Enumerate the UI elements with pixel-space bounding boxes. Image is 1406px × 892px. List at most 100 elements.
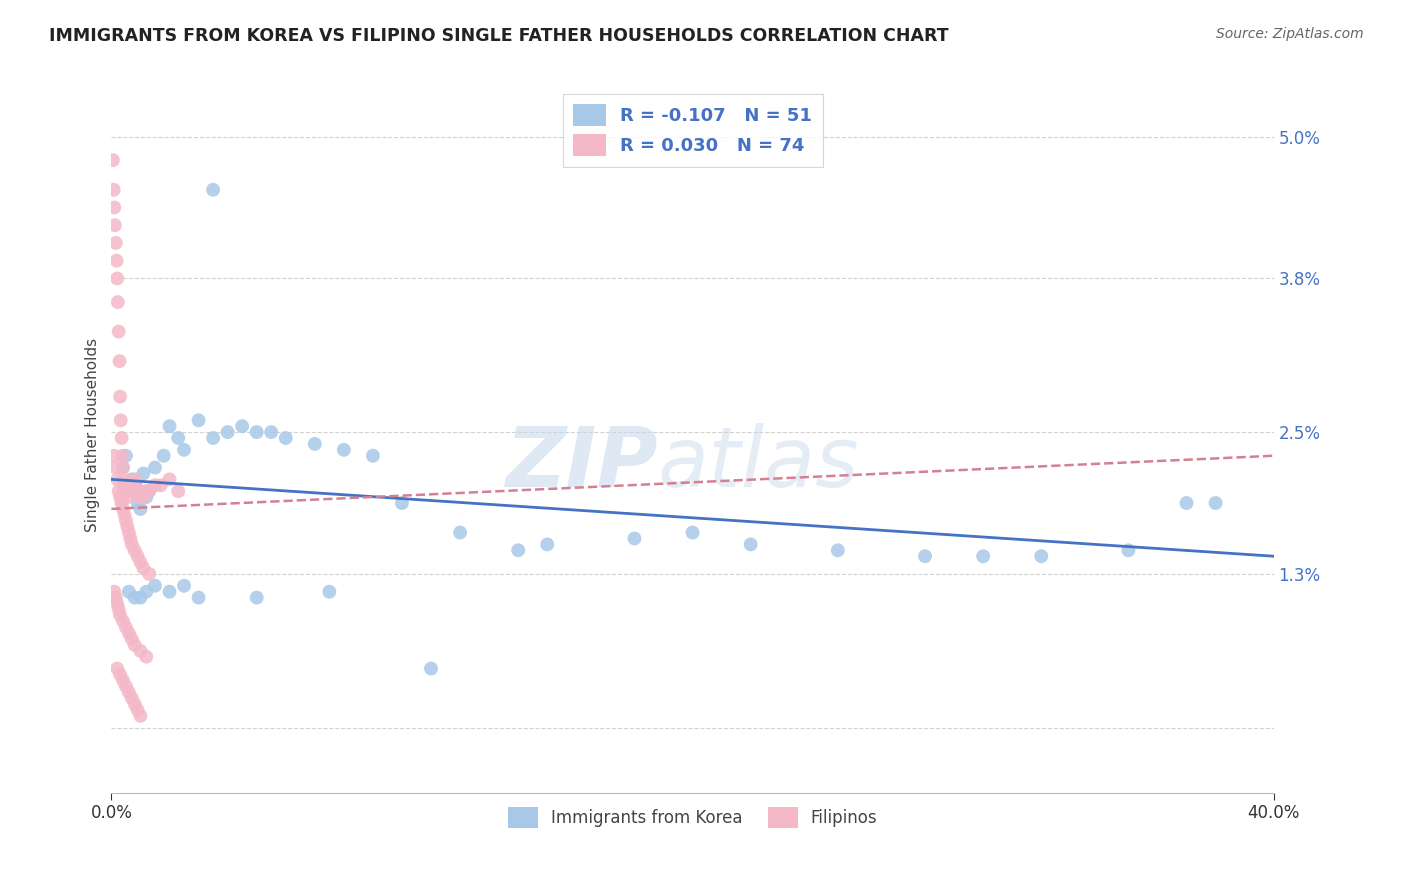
Point <box>115 484 138 499</box>
Point <box>159 584 181 599</box>
Point <box>124 472 146 486</box>
Point <box>914 549 936 564</box>
Point <box>508 543 530 558</box>
Point <box>138 566 160 581</box>
Point <box>114 508 136 522</box>
Point <box>129 555 152 569</box>
Point <box>129 708 152 723</box>
Point <box>118 525 141 540</box>
Point <box>121 632 143 646</box>
Point <box>143 460 166 475</box>
Text: atlas: atlas <box>658 423 859 504</box>
Text: IMMIGRANTS FROM KOREA VS FILIPINO SINGLE FATHER HOUSEHOLDS CORRELATION CHART: IMMIGRANTS FROM KOREA VS FILIPINO SINGLE… <box>49 27 949 45</box>
Point <box>127 703 149 717</box>
Point <box>135 490 157 504</box>
Point <box>246 591 269 605</box>
Point <box>128 490 150 504</box>
Point <box>118 484 141 499</box>
Text: Source: ZipAtlas.com: Source: ZipAtlas.com <box>1216 27 1364 41</box>
Point <box>159 419 181 434</box>
Point <box>135 649 157 664</box>
Point <box>112 502 135 516</box>
Point <box>121 691 143 706</box>
Point <box>104 235 127 250</box>
Point <box>115 514 138 528</box>
Point <box>103 584 125 599</box>
Point <box>107 295 129 310</box>
Point <box>107 602 129 616</box>
Point <box>260 425 283 439</box>
Point <box>120 484 142 499</box>
Point <box>108 490 131 504</box>
Point <box>104 218 127 232</box>
Point <box>112 673 135 688</box>
Point <box>274 431 297 445</box>
Point <box>105 597 128 611</box>
Point <box>105 253 128 268</box>
Point <box>108 608 131 623</box>
Point <box>129 591 152 605</box>
Point <box>304 437 326 451</box>
Point <box>124 478 146 492</box>
Point <box>449 525 471 540</box>
Point <box>121 472 143 486</box>
Point <box>115 449 138 463</box>
Point <box>107 484 129 499</box>
Point <box>138 484 160 499</box>
Point <box>132 490 155 504</box>
Point <box>112 460 135 475</box>
Point <box>391 496 413 510</box>
Point <box>231 419 253 434</box>
Point <box>132 467 155 481</box>
Point <box>118 484 141 499</box>
Point <box>143 478 166 492</box>
Point <box>117 490 139 504</box>
Point <box>152 449 174 463</box>
Point <box>202 431 225 445</box>
Point <box>127 549 149 564</box>
Point <box>112 460 135 475</box>
Point <box>217 425 239 439</box>
Point <box>121 478 143 492</box>
Point <box>125 478 148 492</box>
Point <box>135 584 157 599</box>
Point <box>103 449 125 463</box>
Point <box>110 431 132 445</box>
Text: ZIP: ZIP <box>505 423 658 504</box>
Point <box>105 472 128 486</box>
Point <box>115 679 138 693</box>
Point <box>682 525 704 540</box>
Point <box>135 484 157 499</box>
Legend: Immigrants from Korea, Filipinos: Immigrants from Korea, Filipinos <box>501 801 884 834</box>
Point <box>118 685 141 699</box>
Point <box>127 484 149 499</box>
Point <box>1205 496 1227 510</box>
Point <box>118 584 141 599</box>
Point <box>246 425 269 439</box>
Point <box>740 537 762 551</box>
Point <box>108 390 131 404</box>
Point <box>1031 549 1053 564</box>
Point <box>124 697 146 711</box>
Point <box>173 442 195 457</box>
Point <box>112 472 135 486</box>
Point <box>187 413 209 427</box>
Point <box>115 620 138 634</box>
Point <box>103 201 125 215</box>
Point <box>159 472 181 486</box>
Point <box>118 626 141 640</box>
Point <box>101 153 124 168</box>
Point <box>167 431 190 445</box>
Point <box>122 478 145 492</box>
Point <box>202 183 225 197</box>
Point <box>827 543 849 558</box>
Point <box>1175 496 1198 510</box>
Point <box>129 484 152 499</box>
Point <box>112 614 135 628</box>
Point <box>108 667 131 681</box>
Point <box>107 325 129 339</box>
Point <box>129 502 152 516</box>
Point <box>108 354 131 368</box>
Point <box>104 460 127 475</box>
Point <box>110 496 132 510</box>
